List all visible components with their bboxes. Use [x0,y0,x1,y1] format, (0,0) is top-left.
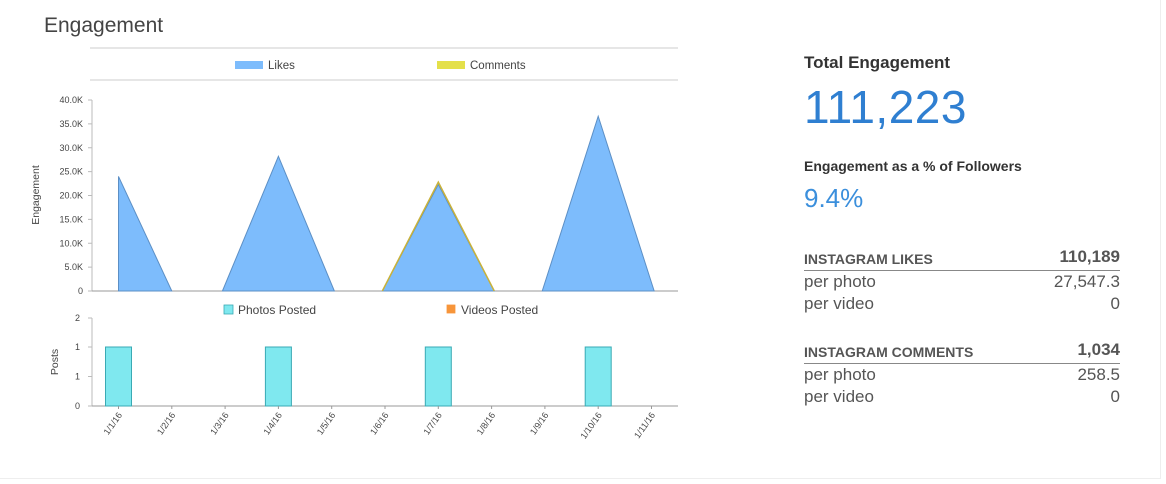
likes-area-peak [381,183,496,292]
total-engagement-value: 111,223 [804,81,967,133]
x-tick-label: 1/9/16 [528,410,551,436]
y-tick-label-posts: 0 [75,401,80,411]
instagram-comments-block: INSTAGRAM COMMENTS 1,034 per photo 258.5… [804,338,1120,408]
y-tick-label-engagement: 30.0K [59,143,83,153]
x-tick-label: 1/1/16 [102,410,125,436]
comments-per-video-label: per video [804,387,874,406]
comments-per-video-value: 0 [1110,387,1120,406]
likes-per-video-value: 0 [1110,294,1120,313]
y-tick-label-engagement: 20.0K [59,191,83,201]
page-title: Engagement [44,14,164,37]
legend-label-comments: Comments [470,60,526,72]
y-tick-label-engagement: 35.0K [59,119,83,129]
y-tick-label-engagement: 15.0K [59,214,83,224]
legend-swatch-comments [437,61,465,69]
likes-per-video-label: per video [804,294,874,313]
instagram-comments-header: INSTAGRAM COMMENTS 1,034 [804,338,1120,364]
likes-per-photo-row: per photo 27,547.3 [804,271,1120,293]
x-tick-label: 1/10/16 [578,410,603,440]
likes-per-photo-label: per photo [804,272,876,291]
engagement-chart: Likes Comments 0 5.0K 10.0K 15.0K 20.0K 25.0K 30… [30,47,678,441]
x-tick-label: 1/7/16 [421,410,444,436]
photos-posted-bar [264,346,292,407]
y-tick-label-posts: 2 [75,313,80,323]
y-tick-label-engagement: 5.0K [64,262,83,272]
y-tick-label-posts: 1 [75,372,80,382]
legend-label-photos-posted: Photos Posted [238,303,316,317]
legend-swatch-photos-posted [223,304,234,315]
instagram-comments-label: INSTAGRAM COMMENTS [804,344,974,360]
y-tick-label-posts: 1 [75,342,80,352]
legend-swatch-likes [235,61,263,69]
legend-swatch-videos-posted [446,304,456,314]
comments-per-photo-value: 258.5 [1077,365,1120,384]
likes-area-peak [221,155,336,292]
legend-label-likes: Likes [268,60,295,72]
photos-posted-bar [584,346,612,407]
likes-area-peak [118,176,173,292]
likes-per-video-row: per video 0 [804,293,1120,315]
likes-per-photo-value: 27,547.3 [1053,272,1120,291]
x-tick-label: 1/8/16 [475,410,498,436]
y-tick-label-engagement: 40.0K [59,95,83,105]
total-engagement-label: Total Engagement [804,53,951,72]
photos-posted-bar [424,346,452,407]
engagement-pct-label: Engagement as a % of Followers [804,158,1022,174]
engagement-pct-value: 9.4% [804,183,864,213]
x-tick-label: 1/3/16 [208,410,231,436]
x-tick-label: 1/6/16 [368,410,391,436]
comments-per-photo-label: per photo [804,365,876,384]
y-tick-label-engagement: 10.0K [59,238,83,248]
x-tick-label: 1/4/16 [261,410,284,436]
photos-posted-bar [105,346,132,407]
comments-per-photo-row: per photo 258.5 [804,364,1120,386]
comments-area-line [381,180,495,292]
x-tick-label: 1/5/16 [315,410,338,436]
legend-label-videos-posted: Videos Posted [461,303,538,317]
likes-area-peak [541,114,655,292]
instagram-likes-header: INSTAGRAM LIKES 110,189 [804,245,1120,271]
y-axis-label-engagement: Engagement [30,165,42,225]
y-tick-label-engagement: 0 [78,286,83,296]
instagram-likes-value: 110,189 [1059,247,1120,266]
comments-per-video-row: per video 0 [804,386,1120,408]
instagram-likes-label: INSTAGRAM LIKES [804,251,933,267]
x-tick-label: 1/11/16 [632,410,657,440]
instagram-comments-value: 1,034 [1077,340,1120,359]
y-tick-label-engagement: 25.0K [59,167,83,177]
y-axis-label-posts: Posts [49,349,61,375]
x-tick-label: 1/2/16 [155,410,178,436]
instagram-likes-block: INSTAGRAM LIKES 110,189 per photo 27,547… [804,245,1120,315]
